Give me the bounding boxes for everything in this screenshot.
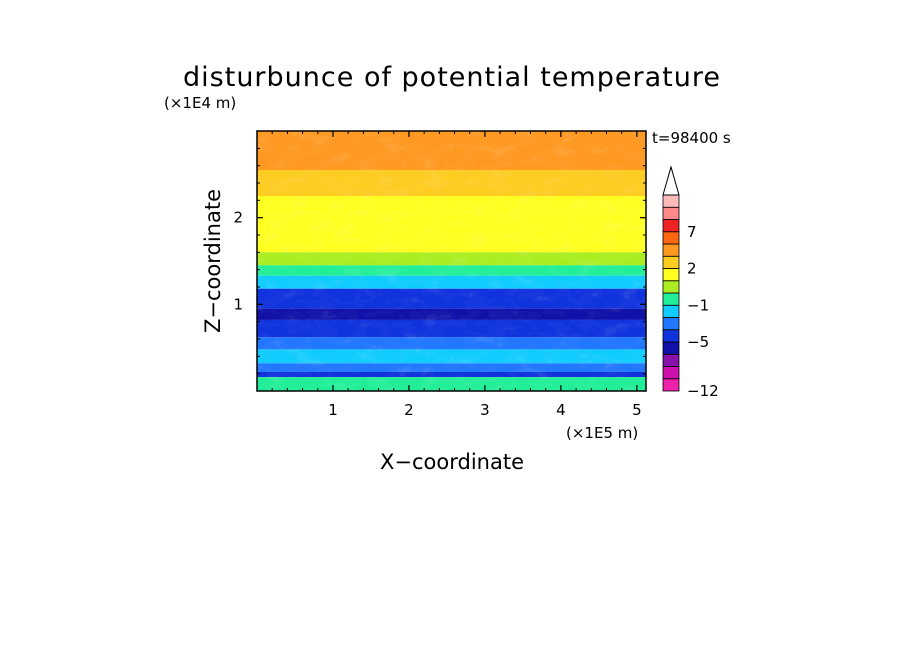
colorbar-swatch [662, 292, 680, 306]
colorbar-swatch [662, 280, 680, 294]
colorbar-label: 2 [687, 260, 697, 278]
x-tick-label: 3 [480, 401, 490, 419]
colorbar-swatch [662, 378, 680, 392]
chart-title: disturbunce of potential temperature [183, 62, 721, 93]
x-scale-label: (×1E5 m) [566, 424, 638, 442]
y-scale-label: (×1E4 m) [164, 94, 236, 112]
colorbar-label: −12 [687, 382, 719, 400]
y-tick-label: 2 [233, 209, 243, 227]
contour-field [257, 131, 646, 391]
colorbar-label: 7 [687, 223, 697, 241]
colorbar-swatch [662, 317, 680, 331]
x-tick-label: 2 [404, 401, 414, 419]
colorbar-swatch [662, 194, 680, 208]
colorbar-swatch [662, 329, 680, 343]
x-tick-label: 4 [556, 401, 566, 419]
y-axis: 12 [233, 147, 646, 375]
colorbar-swatch [662, 353, 680, 367]
colorbar-swatch [662, 206, 680, 220]
contour-texture [257, 131, 646, 391]
x-tick-label: 1 [328, 401, 338, 419]
colorbar-swatch [662, 341, 680, 355]
colorbar-swatch [662, 255, 680, 269]
y-tick-label: 1 [233, 295, 243, 313]
colorbar-label: −1 [687, 296, 709, 314]
plot-frame [256, 130, 647, 392]
colorbar-swatch [662, 231, 680, 245]
time-label: t=98400 s [652, 129, 731, 147]
y-axis-label: Z−coordinate [201, 189, 225, 333]
colorbar-swatch [662, 243, 680, 257]
colorbar-swatch [662, 268, 680, 282]
colorbar-swatch [662, 219, 680, 233]
colorbar-swatch [662, 304, 680, 318]
colorbar: −12−5−127 [662, 165, 719, 400]
colorbar-extend-arrow [662, 165, 680, 196]
x-axis: 1 2 3 4 5 [271, 131, 642, 419]
colorbar-swatch [662, 366, 680, 380]
x-tick-label: 5 [632, 401, 642, 419]
x-axis-label: X−coordinate [380, 450, 524, 474]
colorbar-label: −5 [687, 333, 709, 351]
